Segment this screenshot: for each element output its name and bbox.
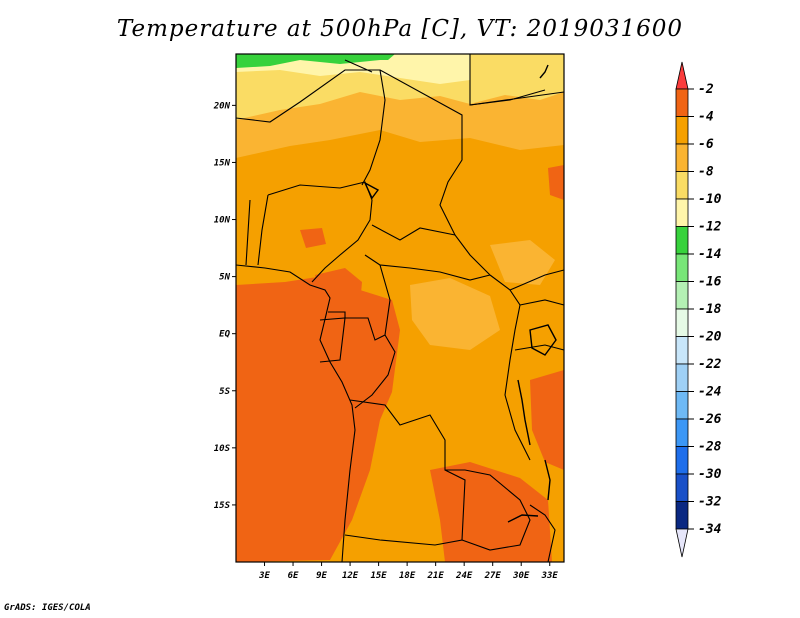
colorbar-swatch-6 — [675, 226, 689, 255]
x-tick-label-1: 6E — [288, 571, 299, 581]
y-tick-label-0: 20N — [213, 101, 231, 111]
border-cameroon-gabon — [328, 254, 391, 341]
border-benin-togo — [245, 194, 269, 266]
x-tick-label-8: 27E — [484, 571, 502, 581]
lake-malawi — [544, 459, 551, 501]
colorbar-label-15: -32 — [698, 495, 722, 510]
y-tick-label-3: 5N — [219, 273, 230, 283]
border-sudan-east — [469, 89, 546, 106]
field-patch-minus12 — [236, 54, 380, 68]
colorbar-swatch-10 — [675, 336, 689, 365]
y-axis: 20N 15N 10N 5N EQ 5S 10S 15S — [213, 101, 236, 511]
border-chad-sudan — [379, 69, 491, 276]
y-tick-label-5: 5S — [219, 387, 230, 397]
colorbar-label-13: -28 — [698, 440, 722, 455]
colorbar-label-0: -2 — [698, 82, 714, 97]
colorbar: -2 -4 -6 -8 -10 -12 -14 -16 -18 -20 -22 -24 -26 -28 -3… — [675, 61, 722, 558]
x-tick-label-7: 24E — [455, 571, 473, 581]
coast-red-sea — [539, 64, 549, 79]
colorbar-label-5: -12 — [698, 220, 722, 235]
colorbar-swatch-9 — [675, 308, 689, 337]
field-pocket-minus6-east — [490, 240, 555, 285]
colorbar-swatch-12 — [675, 391, 689, 420]
coastline-west — [235, 264, 356, 563]
colorbar-label-8: -18 — [698, 302, 722, 317]
x-tick-label-2: 9E — [316, 571, 327, 581]
colorbar-label-16: -34 — [698, 522, 722, 537]
colorbar-swatch-8 — [675, 281, 689, 310]
colorbar-swatch-17 — [675, 528, 689, 558]
border-gabon — [319, 317, 346, 363]
lake-kariba — [507, 514, 539, 523]
border-nigeria-cameroon — [311, 199, 373, 283]
field-pocket-minus4-center — [430, 462, 552, 562]
x-tick-label-9: 30E — [512, 571, 530, 581]
field-pocket-minus4-nigeria — [315, 268, 362, 310]
y-tick-label-4: EQ — [219, 330, 230, 340]
border-east-africa — [509, 269, 565, 351]
lake-victoria — [529, 324, 557, 356]
temperature-field — [236, 54, 564, 562]
lake-tanganyika — [517, 379, 531, 446]
colorbar-swatch-2 — [675, 116, 689, 145]
border-zambia — [445, 469, 531, 551]
colorbar-label-1: -4 — [698, 110, 714, 125]
colorbar-label-4: -10 — [698, 192, 722, 207]
colorbar-swatch-3 — [675, 143, 689, 172]
country-borders — [235, 54, 565, 563]
grads-credit: GrADS: IGES/COLA — [4, 603, 91, 613]
colorbar-swatch-14 — [675, 446, 689, 475]
field-band-minus10-lighter — [236, 54, 470, 84]
chart-title: Temperature at 500hPa [C], VT: 201903160… — [116, 16, 684, 42]
x-tick-label-6: 21E — [427, 571, 445, 581]
x-axis: 3E 6E 9E 12E 15E 18E 21E 24E 27E 30E 33E — [258, 562, 558, 581]
colorbar-swatch-4 — [675, 171, 689, 200]
x-tick-label-5: 18E — [399, 571, 416, 581]
colorbar-label-6: -14 — [698, 247, 722, 262]
lakes — [363, 64, 557, 523]
border-drc-east — [489, 274, 531, 461]
border-car — [371, 224, 491, 281]
field-patch-minus12b — [372, 54, 395, 60]
x-tick-label-4: 15E — [370, 571, 387, 581]
lake-chad — [363, 181, 380, 200]
colorbar-label-3: -8 — [698, 165, 714, 180]
map-frame — [235, 53, 565, 563]
colorbar-label-12: -26 — [698, 412, 722, 427]
y-tick-label-6: 10S — [214, 444, 231, 454]
colorbar-swatch-15 — [675, 473, 689, 502]
colorbar-label-9: -20 — [698, 330, 722, 345]
border-mozambique — [529, 504, 556, 563]
colorbar-label-2: -6 — [698, 137, 714, 152]
colorbar-swatch-5 — [675, 198, 689, 227]
colorbar-label-7: -16 — [698, 275, 722, 290]
field-pocket-minus4-east — [530, 370, 564, 470]
field-pocket-minus4-small1 — [300, 228, 326, 248]
colorbar-swatch-1 — [675, 88, 689, 117]
colorbar-swatch-16 — [675, 501, 689, 530]
colorbar-swatch-11 — [675, 363, 689, 392]
y-tick-label-1: 15N — [214, 158, 231, 168]
y-tick-label-7: 15S — [214, 501, 231, 511]
x-tick-label-3: 12E — [342, 571, 359, 581]
field-pocket-minus4-small2 — [548, 165, 564, 200]
x-tick-label-10: 33E — [541, 571, 559, 581]
border-congo-drc — [354, 334, 396, 409]
colorbar-swatch-7 — [675, 253, 689, 282]
colorbar-label-14: -30 — [698, 467, 722, 482]
field-pocket-minus4-west — [236, 275, 400, 562]
field-pocket-minus6-center — [410, 278, 500, 350]
colorbar-swatch-0 — [675, 61, 689, 90]
x-tick-label-0: 3E — [258, 571, 270, 581]
y-tick-label-2: 10N — [214, 216, 231, 226]
colorbar-swatch-13 — [675, 418, 689, 447]
colorbar-label-10: -22 — [698, 357, 722, 372]
colorbar-label-11: -24 — [698, 385, 722, 400]
